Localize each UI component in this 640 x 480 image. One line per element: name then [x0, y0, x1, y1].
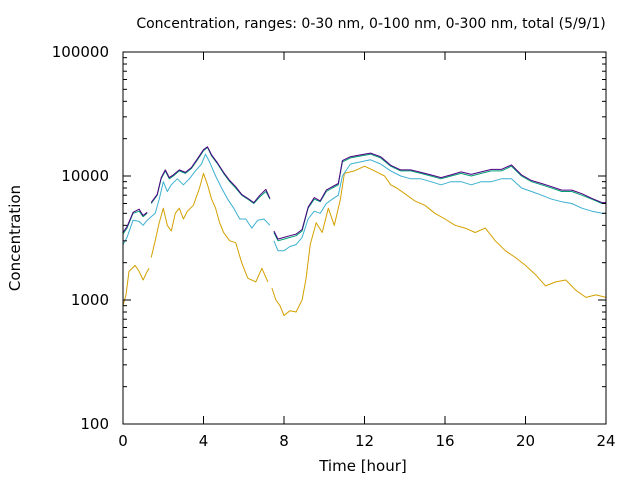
series-line-2: [122, 153, 606, 252]
x-tick-label: 20: [516, 432, 535, 450]
y-axis: 100 1000 10000 100000: [52, 43, 606, 433]
x-tick-label: 16: [435, 432, 454, 450]
series-line-4: [122, 146, 606, 240]
y-axis-label: Concentration: [6, 185, 24, 291]
chart-title: Concentration, ranges: 0-30 nm, 0-100 nm…: [136, 16, 605, 32]
x-axis-label: Time [hour]: [318, 457, 407, 475]
x-tick-label: 0: [118, 432, 128, 450]
x-tick-label: 12: [355, 432, 374, 450]
y-tick-label: 100000: [52, 43, 109, 61]
y-tick-label: 1000: [71, 291, 109, 309]
y-tick-label: 10000: [61, 167, 109, 185]
series-line-1: [122, 165, 607, 316]
series-layer: [122, 146, 607, 316]
x-axis: 0 4 8 12 16 20 24: [118, 52, 616, 450]
y-tick-label: 100: [80, 415, 109, 433]
x-tick-label: 24: [596, 432, 615, 450]
plot-frame: [122, 51, 607, 425]
x-tick-label: 8: [279, 432, 289, 450]
x-tick-label: 4: [199, 432, 209, 450]
